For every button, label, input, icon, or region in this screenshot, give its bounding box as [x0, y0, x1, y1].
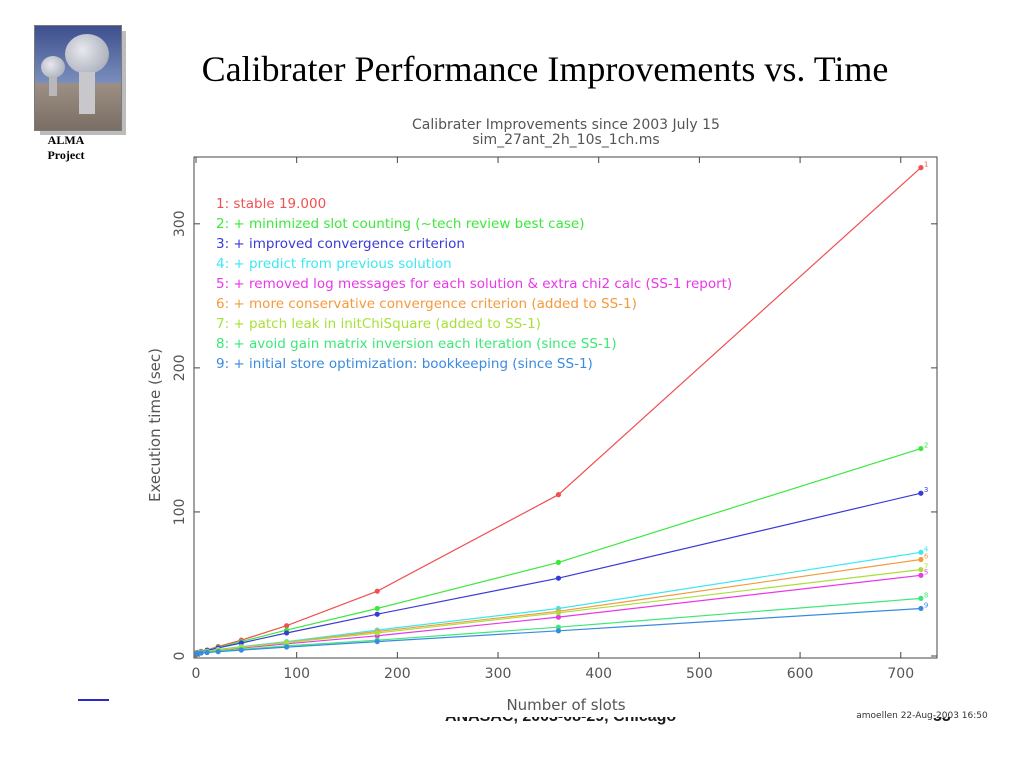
series-group: 1 2 3 4 5 6 7 8 9 — [194, 161, 929, 656]
antenna-dish-icon — [41, 56, 65, 78]
y-tick-label: 300 — [172, 210, 188, 237]
series-end-label: 5 — [924, 568, 928, 576]
data-point — [918, 566, 924, 573]
data-point — [918, 445, 924, 452]
data-point — [198, 650, 204, 656]
logo-caption: ALMA Project — [28, 133, 104, 163]
data-point — [215, 649, 221, 655]
legend: 1: stable 19.000 2: + minimized slot coun… — [216, 196, 732, 372]
alma-logo — [34, 25, 122, 131]
y-tick-label: 100 — [172, 499, 188, 526]
data-point — [204, 649, 210, 656]
data-point — [284, 644, 290, 650]
data-point — [194, 650, 200, 656]
series-end-label: 6 — [924, 552, 929, 560]
data-point — [918, 572, 924, 578]
data-point — [555, 492, 562, 498]
series-end-label: 9 — [924, 601, 928, 609]
antenna-dish-icon — [65, 34, 109, 74]
data-point — [918, 605, 924, 612]
antenna-mount-icon — [79, 72, 95, 114]
y-tick-label: 0 — [172, 652, 188, 661]
data-point — [555, 610, 562, 616]
data-point — [238, 647, 244, 653]
series-end-label: 3 — [924, 486, 928, 494]
x-tick-label: 300 — [485, 666, 512, 682]
data-point — [555, 624, 562, 630]
x-tick-label: 500 — [686, 666, 713, 682]
y-axis-label: Execution time (sec) — [146, 348, 164, 502]
legend-entry: 9: + initial store optimization: bookkee… — [216, 356, 593, 372]
data-point — [284, 630, 290, 636]
data-point — [374, 605, 380, 612]
x-tick-label: 100 — [283, 666, 310, 682]
data-point — [918, 165, 924, 171]
footer-accent-line — [78, 699, 109, 701]
data-point — [555, 614, 562, 620]
data-point — [238, 640, 244, 646]
legend-entry: 2: + minimized slot counting (~tech revi… — [216, 216, 584, 232]
logo-caption-line-2: Project — [47, 148, 85, 162]
legend-entry: 8: + avoid gain matrix inversion each it… — [216, 336, 617, 352]
antenna-mount-icon — [49, 76, 57, 96]
x-tick-label: 700 — [887, 666, 914, 682]
x-tick-label: 0 — [192, 666, 201, 682]
x-axis-label: Number of slots — [506, 696, 625, 714]
data-point — [555, 559, 562, 565]
legend-entry: 5: + removed log messages for each solut… — [216, 276, 732, 292]
chart-title: Calibrater Improvements since 2003 July … — [412, 117, 720, 133]
series-end-label: 4 — [924, 545, 929, 553]
legend-entry: 6: + more conservative convergence crite… — [216, 296, 637, 312]
series-end-label: 1 — [924, 161, 928, 169]
y-axis: 0 100 200 300 — [172, 210, 937, 660]
chart-annotation: amoellen 22-Aug-2003 16:50 — [856, 711, 988, 721]
data-point — [918, 549, 924, 555]
x-tick-label: 200 — [384, 666, 411, 682]
chart-background — [130, 105, 1000, 717]
x-axis: 0 100 200 300 400 500 600 700 — [192, 157, 914, 682]
data-point — [918, 595, 924, 601]
legend-entry: 4: + predict from previous solution — [216, 256, 452, 272]
data-point — [918, 556, 924, 563]
data-point — [284, 623, 290, 629]
data-point — [374, 638, 380, 645]
data-point — [374, 611, 380, 617]
series-end-label: 7 — [924, 563, 928, 571]
logo-caption-line-1: ALMA — [47, 133, 85, 147]
y-tick-label: 200 — [172, 355, 188, 382]
chart-subtitle: sim_27ant_2h_10s_1ch.ms — [472, 132, 659, 148]
legend-entry: 1: stable 19.000 — [216, 196, 326, 212]
data-point — [555, 575, 562, 581]
series-end-label: 2 — [924, 442, 928, 450]
legend-entry: 3: + improved convergence criterion — [216, 236, 465, 252]
data-point — [555, 628, 562, 634]
x-tick-label: 600 — [787, 666, 814, 682]
data-point — [918, 490, 924, 496]
x-tick-label: 400 — [585, 666, 612, 682]
slide-title: Calibrater Performance Improvements vs. … — [201, 49, 889, 89]
legend-entry: 7: + patch leak in initChiSquare (added … — [216, 316, 541, 332]
data-point — [374, 588, 380, 594]
series-end-label: 8 — [924, 591, 928, 599]
plot-frame — [193, 156, 938, 659]
data-point — [374, 630, 380, 636]
